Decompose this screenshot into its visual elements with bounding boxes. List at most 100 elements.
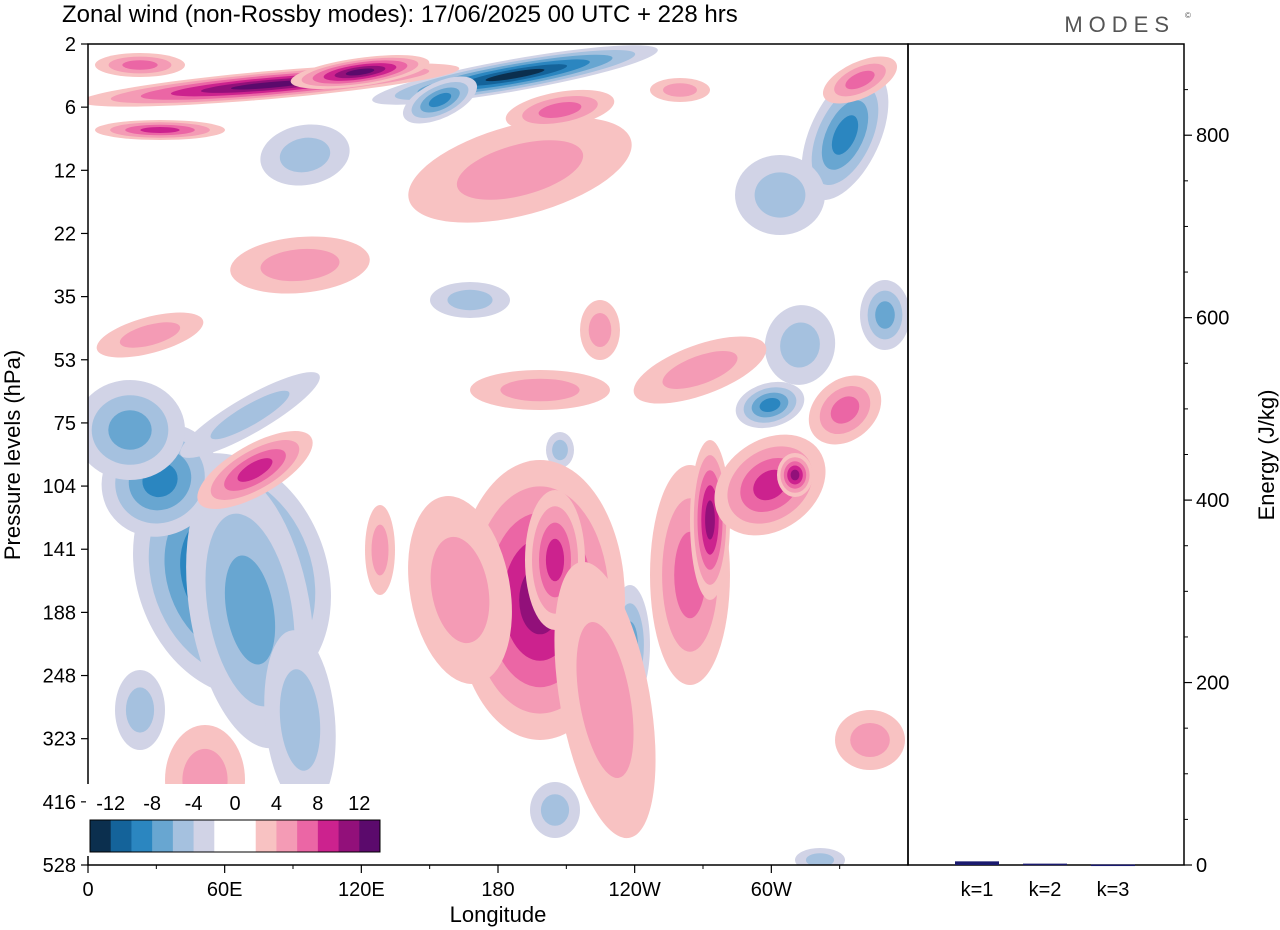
energy-tick-label: 800 — [1196, 125, 1229, 147]
modes-logo-mark: © — [1185, 11, 1191, 20]
colorbar-swatch — [131, 820, 153, 852]
energy-panel: k=1 k=2 k=3 0 200 400 600 800 Energy (J/kg) — [907, 43, 1279, 901]
colorbar: -12 -8 -4 0 4 8 12 — [86, 784, 384, 856]
x-axis-title: Longitude — [450, 902, 547, 927]
y-axis: 2 6 12 22 35 53 75 104 141 188 248 323 416 528 — [43, 34, 88, 877]
energy-bar — [1023, 863, 1067, 866]
x-tick-label: 60E — [207, 879, 243, 901]
energy-category-label: k=2 — [1029, 879, 1062, 901]
easterly-contour — [831, 115, 859, 155]
y-tick-label: 53 — [54, 350, 76, 372]
westerly-contour — [588, 313, 612, 347]
x-tick-label: 120W — [609, 879, 661, 901]
easterly-contour — [780, 322, 820, 368]
energy-category-label: k=3 — [1097, 879, 1130, 901]
y-tick-label: 141 — [43, 539, 76, 561]
colorbar-swatch — [90, 820, 112, 852]
y-tick-label: 416 — [43, 792, 76, 814]
westerly-contour — [500, 378, 580, 402]
colorbar-frame — [89, 819, 381, 853]
westerly-contour — [850, 723, 890, 757]
easterly-contour — [754, 172, 806, 218]
westerly-contour — [845, 70, 875, 90]
westerly-contour — [456, 140, 584, 200]
x-tick-label: 180 — [481, 879, 514, 901]
colorbar-swatch — [338, 820, 360, 852]
easterly-contour — [210, 390, 290, 440]
y-tick-label: 6 — [65, 97, 76, 119]
energy-bars: k=1 k=2 k=3 — [955, 861, 1135, 901]
y-tick-label: 22 — [54, 223, 76, 245]
colorbar-swatch — [359, 820, 381, 852]
easterly-contour — [447, 289, 493, 311]
colorbar-swatch — [172, 820, 195, 852]
y-axis-title: Pressure levels (hPa) — [0, 350, 25, 560]
x-tick-label: 0 — [82, 879, 93, 901]
colorbar-swatch — [214, 820, 236, 852]
westerly-contour — [830, 396, 860, 424]
colorbar-swatch — [276, 820, 298, 852]
colorbar-label: 12 — [348, 793, 370, 815]
energy-bar — [955, 861, 999, 865]
y-tick-label: 75 — [54, 413, 76, 435]
x-axis: 0 60E 120E 180 120W 60W — [82, 865, 841, 901]
y-tick-label: 248 — [43, 666, 76, 688]
modes-logo: MODES — [1064, 12, 1175, 37]
colorbar-label: 8 — [312, 793, 323, 815]
westerly-contour — [576, 621, 634, 779]
colorbar-label: -4 — [185, 793, 203, 815]
colorbar-swatch — [110, 820, 132, 852]
westerly-contour — [663, 83, 697, 97]
easterly-contour — [540, 794, 570, 826]
colorbar-swatch — [193, 820, 215, 852]
chart-title: Zonal wind (non-Rossby modes): 17/06/202… — [62, 1, 738, 28]
colorbar-label: 0 — [229, 793, 240, 815]
contour-fills — [88, 45, 908, 865]
westerly-contour — [545, 538, 565, 582]
westerly-contour — [260, 248, 340, 282]
westerly-contour — [662, 351, 738, 389]
easterly-contour — [875, 301, 895, 329]
y-tick-label: 323 — [43, 729, 76, 751]
easterly-contour — [108, 410, 152, 450]
energy-frame — [907, 43, 1185, 866]
westerly-contour — [119, 322, 181, 348]
colorbar-label: 4 — [271, 793, 282, 815]
westerly-contour — [122, 60, 158, 70]
easterly-contour — [125, 687, 155, 733]
y-tick-label: 2 — [65, 34, 76, 56]
easterly-contour — [759, 397, 781, 413]
easterly-contour — [428, 92, 452, 108]
energy-tick-label: 600 — [1196, 308, 1229, 330]
colorbar-swatch — [317, 820, 340, 852]
westerly-contour — [705, 500, 715, 540]
westerly-contour — [371, 524, 389, 576]
westerly-contour — [538, 102, 582, 118]
colorbar-label: -8 — [143, 793, 161, 815]
easterly-contour — [805, 853, 835, 865]
energy-tick-label: 200 — [1196, 673, 1229, 695]
colorbar-swatch — [235, 820, 257, 852]
y-tick-label: 12 — [54, 160, 76, 182]
westerly-contour — [230, 80, 310, 90]
energy-axis-title: Energy (J/kg) — [1254, 390, 1279, 521]
westerly-contour — [790, 469, 800, 481]
colorbar-swatch — [255, 820, 277, 852]
y-tick-label: 35 — [54, 287, 76, 309]
colorbar-swatch — [297, 820, 319, 852]
easterly-contour — [552, 439, 568, 461]
contour-plot — [87, 43, 909, 866]
westerly-contour — [430, 536, 490, 644]
colorbar-label: -12 — [96, 793, 125, 815]
energy-bar — [1091, 864, 1135, 867]
easterly-contour — [279, 137, 331, 173]
energy-axis: 0 200 400 600 800 — [1184, 89, 1229, 877]
colorbar-swatch — [152, 820, 174, 852]
y-tick-label: 104 — [43, 476, 76, 498]
x-tick-label: 60W — [751, 879, 792, 901]
energy-tick-label: 400 — [1196, 490, 1229, 512]
y-tick-label: 528 — [43, 855, 76, 877]
energy-category-label: k=1 — [961, 879, 994, 901]
westerly-contour — [140, 127, 180, 133]
